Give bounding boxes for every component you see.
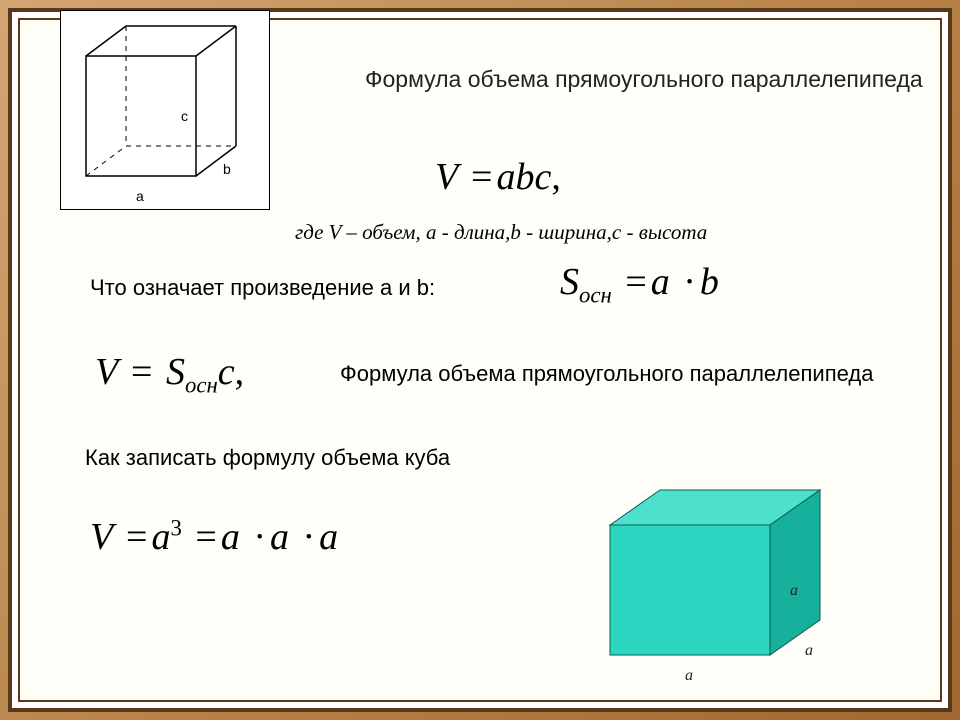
vsc-sub: осн <box>185 373 218 398</box>
sab-a: a <box>651 261 670 303</box>
parallelepiped-figure: c b a <box>60 10 270 210</box>
formula-v-sc: V = Sоснc, <box>95 350 244 399</box>
cube-figure: a a a <box>570 475 870 695</box>
vsc-c: c <box>218 351 235 393</box>
question-cube: Как записать формулу объема куба <box>85 445 450 471</box>
title-volume-formula: Формула объема прямоугольного параллелеп… <box>365 65 923 95</box>
sab-eq: = <box>621 261 650 303</box>
inner-frame: c b a Формула объема прямоугольного пара… <box>18 18 942 702</box>
formula-s-ab: Sосн =a ·b <box>560 260 719 309</box>
va3-dot1: · <box>249 516 270 558</box>
vsc-v: V <box>95 351 118 393</box>
vabc-rhs: abc <box>496 156 551 198</box>
vabc-lhs: V <box>435 156 458 198</box>
cube-svg: a a a <box>570 475 870 695</box>
vabc-tail: , <box>551 156 561 198</box>
parallelepiped-label-a: a <box>136 188 144 204</box>
va3-a3: a <box>319 516 338 558</box>
sab-s: S <box>560 261 579 303</box>
parallelepiped-svg: c b a <box>66 16 266 206</box>
title-text: Формула объема прямоугольного параллелеп… <box>365 66 923 92</box>
va3-dot2: · <box>298 516 319 558</box>
formula-v-abc: V =abc, <box>435 155 561 199</box>
sab-b: b <box>700 261 719 303</box>
sab-sub: осн <box>579 283 612 308</box>
title-volume-formula-2: Формула объема прямоугольного параллелеп… <box>340 360 873 389</box>
question-ab: Что означает произведение a и b: <box>90 275 435 301</box>
cube-label-depth: a <box>805 642 813 659</box>
va3-pow: 3 <box>170 515 181 540</box>
va3-a: a <box>151 516 170 558</box>
vsc-s: S <box>166 351 185 393</box>
vsc-eq: = <box>127 351 156 393</box>
va3-v: V <box>90 516 113 558</box>
cube-label-right: a <box>790 582 798 599</box>
va3-eq2: = <box>191 516 220 558</box>
where-line: где V – объем, a - длина,b - ширина,c - … <box>295 220 707 245</box>
sab-dot: · <box>679 261 700 303</box>
outer-frame: c b a Формула объема прямоугольного пара… <box>8 8 952 712</box>
vabc-eq: = <box>467 156 496 198</box>
va3-a2: a <box>270 516 289 558</box>
title2-text: Формула объема прямоугольного параллелеп… <box>340 361 873 386</box>
parallelepiped-label-c: c <box>181 108 188 124</box>
parallelepiped-label-b: b <box>223 161 231 177</box>
vsc-tail: , <box>235 351 245 393</box>
formula-v-a3: V =a3 =a ·a ·a <box>90 515 338 559</box>
va3-a1: a <box>221 516 240 558</box>
cube-label-bottom: a <box>685 667 693 684</box>
va3-eq: = <box>122 516 151 558</box>
